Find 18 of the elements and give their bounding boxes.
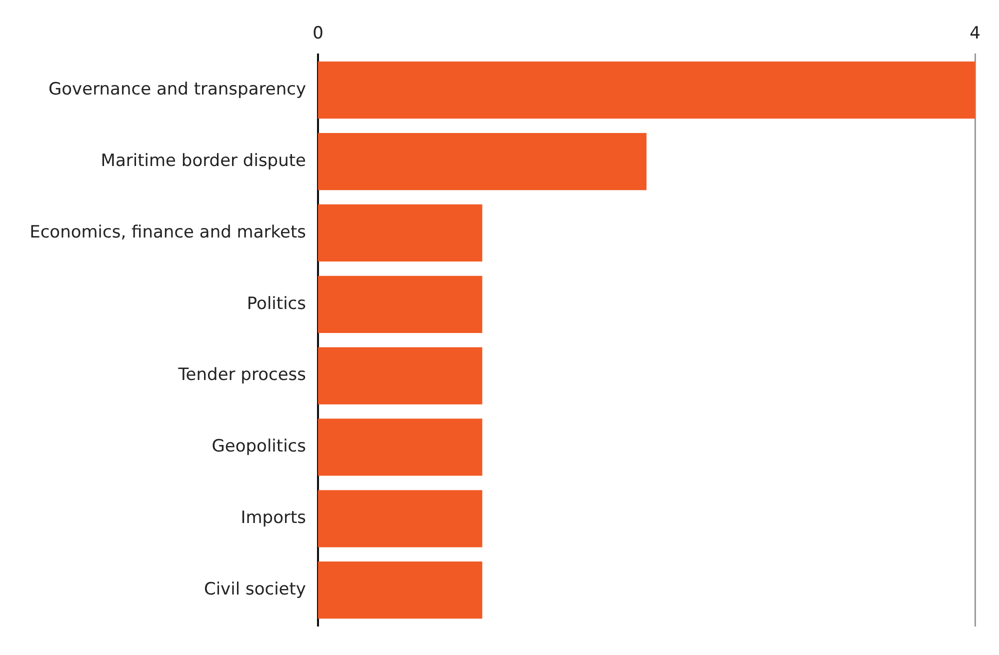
bar	[318, 62, 975, 119]
x-tick-label: 4	[970, 24, 980, 44]
y-tick-label: Governance and transparency	[48, 80, 306, 100]
y-tick-label: Tender process	[177, 365, 306, 386]
bar	[318, 347, 482, 404]
y-tick-label: Geopolitics	[212, 436, 306, 457]
y-tick-label: Politics	[246, 294, 306, 314]
bar	[318, 562, 482, 619]
bar	[318, 490, 482, 548]
y-tick-label: Maritime border dispute	[100, 150, 306, 171]
bar	[318, 204, 482, 262]
bar	[318, 132, 646, 190]
bar	[318, 418, 482, 476]
y-tick-label: Economics, finance and markets	[30, 222, 306, 242]
y-tick-label: Civil society	[204, 580, 306, 600]
bar	[318, 276, 482, 333]
y-tick-label: Imports	[240, 508, 306, 528]
x-tick-label: 0	[312, 24, 324, 44]
